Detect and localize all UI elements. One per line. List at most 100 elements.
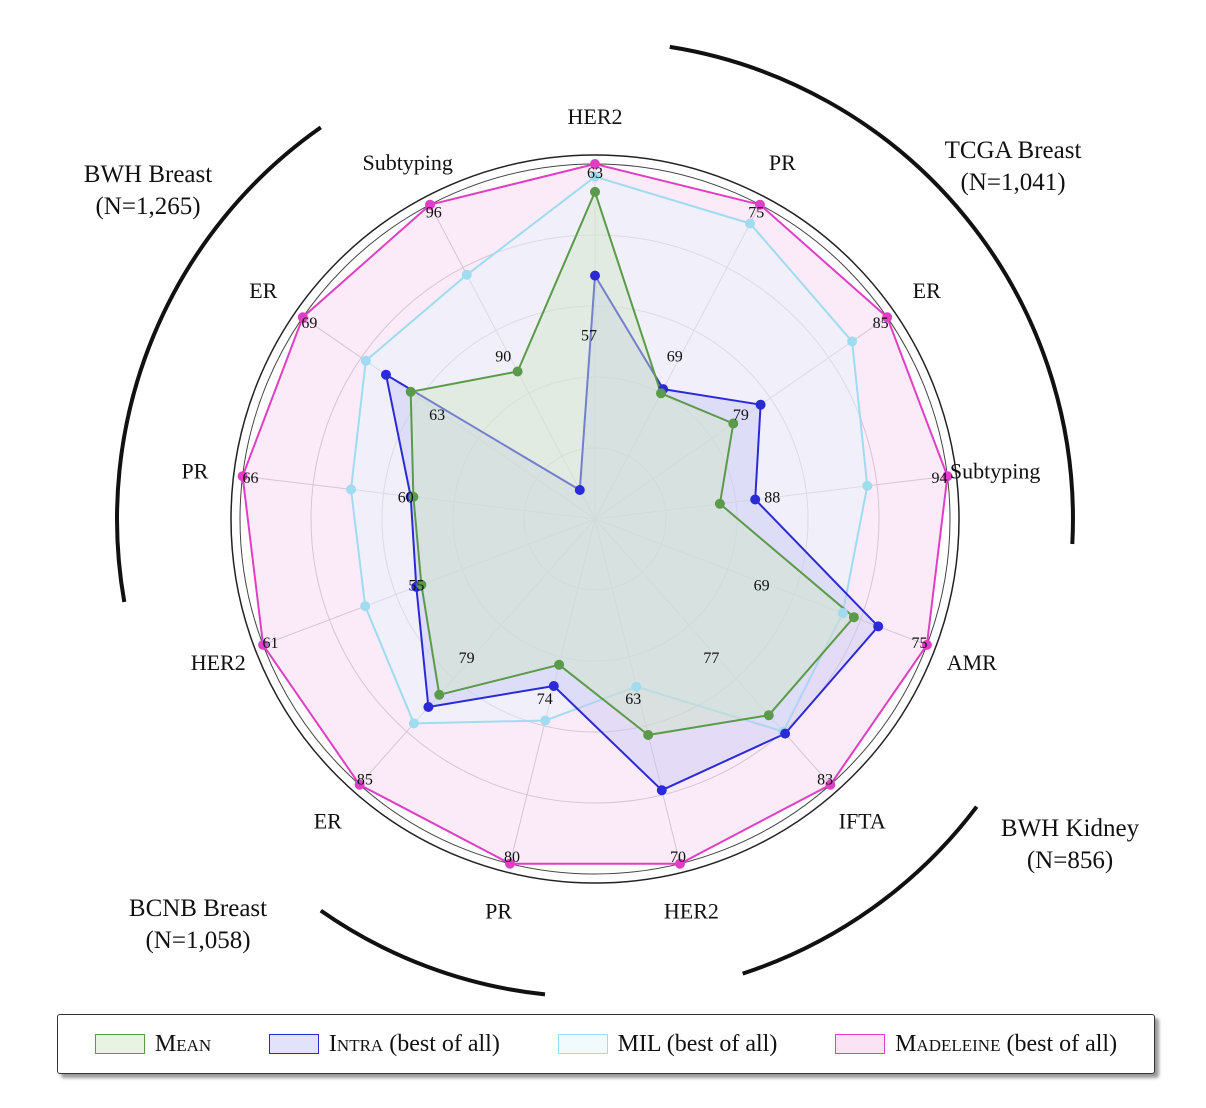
radar-spoke xyxy=(594,204,761,520)
tick-label-mid: 90 xyxy=(495,349,511,366)
tick-label-mid: 79 xyxy=(459,650,475,667)
radar-spoke xyxy=(594,475,948,520)
group-arc xyxy=(669,44,1075,545)
legend-item-madeleine: Madeleine (best of all) xyxy=(835,1031,1117,1058)
data-point-mean xyxy=(512,366,523,377)
data-point-mil xyxy=(346,484,356,495)
axis-label: ER xyxy=(314,809,342,834)
data-point-madeleine xyxy=(237,471,248,482)
legend-swatch-intra xyxy=(268,1034,319,1054)
series-area-mean xyxy=(409,190,855,736)
axis-label: HER2 xyxy=(664,898,719,923)
data-point-intra xyxy=(656,785,667,796)
data-point-madeleine xyxy=(825,779,836,790)
data-point-mil xyxy=(540,715,551,726)
data-point-intra xyxy=(750,494,761,505)
data-point-mean xyxy=(728,418,739,429)
data-point-intra xyxy=(755,399,766,410)
radar-outer-ring xyxy=(230,154,960,884)
data-point-madeleine xyxy=(921,639,932,650)
radar-spoke xyxy=(594,518,831,786)
legend-swatch-madeleine xyxy=(835,1034,886,1054)
data-point-mil xyxy=(590,171,600,182)
tick-label-mid: 63 xyxy=(625,691,641,708)
data-point-mean xyxy=(763,710,774,721)
tick-label-mid: 74 xyxy=(537,691,553,708)
group-name: TCGA Breast xyxy=(945,137,1082,164)
axis-label: Subtyping xyxy=(950,458,1040,483)
legend-swatch-mean xyxy=(94,1034,145,1054)
tick-label-max: 63 xyxy=(587,165,603,182)
legend-swatch-mil xyxy=(557,1034,608,1054)
data-point-mean xyxy=(554,659,565,670)
data-point-intra xyxy=(590,270,600,281)
data-point-madeleine xyxy=(505,858,515,869)
tick-label-max: 70 xyxy=(670,849,686,866)
legend-label-madeleine: Madeleine (best of all) xyxy=(895,1030,1118,1057)
axis-label: HER2 xyxy=(568,104,623,129)
tick-label-mid: 79 xyxy=(733,407,749,424)
data-point-intra xyxy=(873,621,884,632)
legend-label-mil: MIL (best of all) xyxy=(617,1030,778,1057)
group-arcs: TCGA Breast (N=1,041) BWH Kidney (N=856) BCN… xyxy=(84,44,1140,997)
series-area-mil xyxy=(350,175,869,733)
data-point-mean xyxy=(405,386,416,397)
tick-label-max: 80 xyxy=(504,849,520,866)
radar-spoke xyxy=(262,518,596,646)
data-point-madeleine xyxy=(354,779,365,790)
data-point-mean xyxy=(408,491,419,502)
data-point-intra xyxy=(423,702,434,712)
data-point-mean xyxy=(656,388,666,399)
data-point-madeleine xyxy=(675,858,685,869)
data-point-madeleine xyxy=(942,471,953,482)
tick-label-max: 61 xyxy=(263,635,279,652)
radar-spoke xyxy=(242,475,596,520)
data-point-mean xyxy=(590,186,600,197)
radar-spoke xyxy=(429,204,596,520)
legend-label-intra: Intra (best of all) xyxy=(328,1030,500,1057)
data-point-intra xyxy=(381,369,391,380)
series-area-madeleine xyxy=(241,163,949,865)
axis-label: ER xyxy=(249,278,277,303)
data-point-mean xyxy=(434,689,445,700)
data-point-mil xyxy=(360,355,371,366)
data-point-mil xyxy=(631,681,642,692)
data-point-mean xyxy=(714,498,725,509)
radar-spoke xyxy=(359,518,596,786)
tick-label-max: 75 xyxy=(748,205,764,222)
data-point-madeleine xyxy=(882,312,893,323)
tick-label-mid: 55 xyxy=(408,578,424,595)
radar-labels: 57 63 69 75 79 85 88 94 69 75 77 83 63 70 74 80 79 85 55 61… xyxy=(181,104,1040,923)
tick-label-max: 85 xyxy=(873,315,889,332)
data-point-madeleine xyxy=(258,639,269,650)
data-point-mil xyxy=(847,336,858,347)
group-count: (N=1,265) xyxy=(95,193,200,220)
data-point-intra xyxy=(548,681,559,691)
tick-label-mid: 77 xyxy=(703,650,719,667)
tick-label-max: 75 xyxy=(912,635,928,652)
data-point-mean xyxy=(416,579,427,590)
axis-label: ER xyxy=(913,278,941,303)
group-arc xyxy=(742,805,979,976)
radar-grid xyxy=(230,154,960,884)
tick-label-max: 66 xyxy=(243,470,259,487)
tick-label-mid: 60 xyxy=(398,490,414,507)
radar-spoke xyxy=(594,316,888,520)
legend: Mean Intra (best of all) MIL (best of al… xyxy=(57,1014,1155,1074)
series-area-intra xyxy=(385,274,880,792)
axis-label: PR xyxy=(181,458,208,483)
tick-label-mid: 69 xyxy=(667,349,683,366)
data-point-mean xyxy=(643,730,654,740)
group-arc xyxy=(319,908,546,997)
data-point-madeleine xyxy=(425,199,435,210)
legend-item-mean: Mean xyxy=(94,1031,211,1058)
data-point-mil xyxy=(837,608,848,618)
tick-label-mid: 57 xyxy=(581,327,597,344)
tick-label-mid: 88 xyxy=(764,490,780,507)
data-point-mean xyxy=(848,612,859,623)
tick-label-mid: 63 xyxy=(429,407,445,424)
data-point-mil xyxy=(862,480,873,491)
radar-spoke xyxy=(302,316,596,520)
axis-label: PR xyxy=(485,898,512,923)
axis-label: Subtyping xyxy=(362,150,452,175)
